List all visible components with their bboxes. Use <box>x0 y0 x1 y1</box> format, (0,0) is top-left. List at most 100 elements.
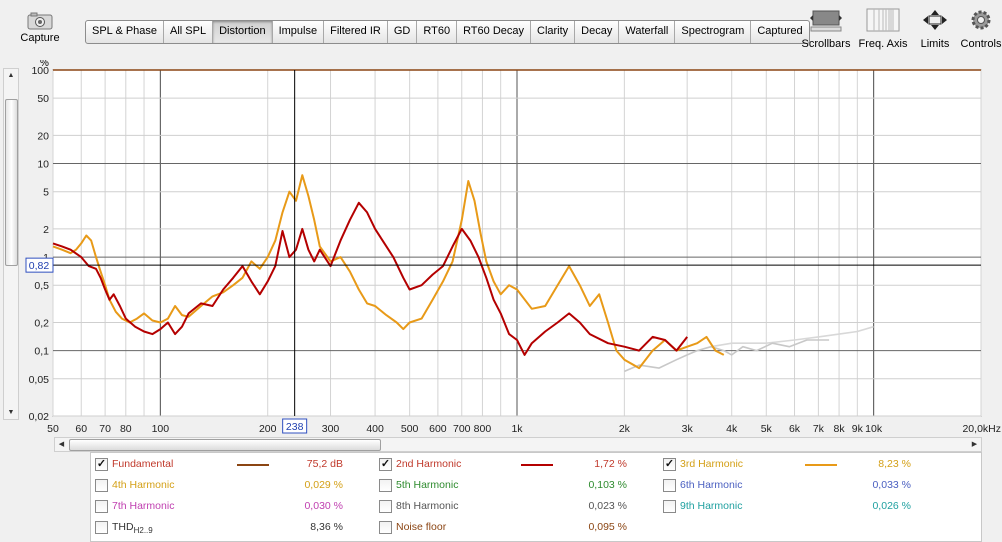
freq-axis-icon <box>857 8 909 32</box>
y-axis-unit: % <box>40 60 49 69</box>
legend-value: 1,72 % <box>594 458 627 470</box>
legend-label: 5th Harmonic <box>396 479 459 491</box>
legend-item-5th-harmonic: 5th Harmonic 0,103 % <box>375 476 627 497</box>
series-line-fundamental-hf-tail <box>710 325 874 348</box>
legend-item-thd: THDH2..9 8,36 % <box>91 518 343 539</box>
x-tick-label: 700 <box>453 423 471 435</box>
legend-checkbox[interactable] <box>379 479 392 492</box>
legend-item-2nd-harmonic: ✓ 2nd Harmonic 1,72 % <box>375 455 627 476</box>
legend-checkbox[interactable] <box>379 500 392 513</box>
x-tick-label: 20,0kHz <box>962 423 1001 435</box>
scroll-down-arrow-icon[interactable]: ▼ <box>7 409 15 416</box>
scrollbars-button[interactable]: Scrollbars <box>800 8 852 50</box>
legend-value: 0,033 % <box>872 479 911 491</box>
scroll-left-arrow-icon[interactable]: ◀ <box>58 441 65 448</box>
x-tick-label: 8k <box>834 423 846 435</box>
x-axis-labels: 50 60 70 80 100 200 300 400 500 600 700 800 1k 2k 3k 4k… <box>47 423 1001 435</box>
scroll-right-arrow-icon[interactable]: ▶ <box>971 441 978 448</box>
tab-clarity[interactable]: Clarity <box>531 21 576 43</box>
graph-curves <box>52 69 981 373</box>
distortion-graph[interactable]: 0,020,050,10,20,5125102050100 5060708010… <box>0 60 1002 437</box>
capture-button[interactable]: Capture <box>18 8 62 50</box>
legend-swatch <box>237 464 269 466</box>
legend-value: 75,2 dB <box>306 458 343 470</box>
legend-value: 0,095 % <box>588 521 627 533</box>
legend-label: Noise floor <box>396 521 447 533</box>
cursor-y-readout: 0,82 <box>29 260 50 272</box>
tab-decay[interactable]: Decay <box>575 21 620 43</box>
y-tick-label: 10 <box>37 159 49 171</box>
vertical-scroll-thumb[interactable] <box>5 99 18 266</box>
legend-item-4th-harmonic: 4th Harmonic 0,029 % <box>91 476 343 497</box>
freq-axis-button[interactable]: Freq. Axis <box>857 8 909 50</box>
legend-checkbox[interactable] <box>95 479 108 492</box>
x-tick-label: 500 <box>401 423 419 435</box>
legend-item-9th-harmonic: 9th Harmonic 0,026 % <box>659 497 911 518</box>
legend-label: 3rd Harmonic <box>680 458 744 470</box>
cursor-x-box <box>282 418 308 434</box>
legend-swatch <box>521 464 553 466</box>
x-tick-label: 1k <box>511 423 523 435</box>
tab-waterfall[interactable]: Waterfall <box>619 21 676 43</box>
legend-label: 9th Harmonic <box>680 500 743 512</box>
y-tick-label: 0,1 <box>34 346 49 358</box>
legend-item-fundamental: ✓ Fundamental 75,2 dB <box>91 455 343 476</box>
vertical-scrollbar[interactable]: ▲ ▼ <box>3 68 19 420</box>
series-line-noise-floor <box>624 339 830 373</box>
legend-checkbox[interactable] <box>379 521 392 534</box>
arrows-expand-icon <box>913 8 957 32</box>
tab-all-spl[interactable]: All SPL <box>164 21 214 43</box>
x-tick-label: 5k <box>761 423 773 435</box>
legend-checkbox[interactable] <box>95 500 108 513</box>
legend-label: Fundamental <box>112 458 174 470</box>
tab-captured[interactable]: Captured <box>757 25 803 37</box>
tab-distortion[interactable]: Distortion <box>213 21 273 43</box>
legend-value: 8,36 % <box>310 521 343 533</box>
legend-item-7th-harmonic: 7th Harmonic 0,030 % <box>91 497 343 518</box>
tab-spectrogram[interactable]: Spectrogram <box>675 21 752 43</box>
legend-checkbox[interactable]: ✓ <box>663 458 676 471</box>
legend-label: 6th Harmonic <box>680 479 743 491</box>
legend-checkbox[interactable] <box>663 479 676 492</box>
legend-checkbox[interactable] <box>95 521 108 534</box>
scroll-up-arrow-icon[interactable]: ▲ <box>7 72 15 79</box>
x-tick-label: 300 <box>322 423 340 435</box>
y-tick-label: 20 <box>37 130 49 142</box>
scrollbars-label: Scrollbars <box>801 38 851 50</box>
legend-value: 8,23 % <box>878 458 911 470</box>
tab-spl-phase[interactable]: SPL & Phase <box>86 21 165 43</box>
gear-icon <box>959 8 1002 32</box>
x-tick-label: 100 <box>152 423 170 435</box>
x-tick-label: 800 <box>474 423 492 435</box>
tab-rt60-decay[interactable]: RT60 Decay <box>457 21 531 43</box>
legend-checkbox[interactable]: ✓ <box>95 458 108 471</box>
legend-item-noise-floor: Noise floor 0,095 % <box>375 518 627 539</box>
camera-icon <box>27 12 53 30</box>
x-tick-label: 7k <box>813 423 825 435</box>
cursor-y-box <box>25 257 54 273</box>
tab-filtered-ir[interactable]: Filtered IR <box>324 21 388 43</box>
controls-label: Controls <box>960 38 1002 50</box>
cursor-x-readout: 238 <box>286 421 304 433</box>
x-tick-label: 200 <box>259 423 277 435</box>
controls-button[interactable]: Controls <box>959 8 1002 50</box>
y-tick-label: 0,5 <box>34 280 49 292</box>
tab-gd[interactable]: GD <box>388 21 418 43</box>
legend-item-8th-harmonic: 8th Harmonic 0,023 % <box>375 497 627 518</box>
legend-value: 0,030 % <box>304 500 343 512</box>
graph-tab-bar: SPL & Phase All SPL Distortion Impulse Filte… <box>85 20 810 44</box>
legend-label: 4th Harmonic <box>112 479 175 491</box>
legend-checkbox[interactable]: ✓ <box>379 458 392 471</box>
horizontal-scrollbar[interactable]: ◀ ▶ <box>54 437 982 452</box>
legend-label: 2nd Harmonic <box>396 458 462 470</box>
tab-impulse[interactable]: Impulse <box>273 21 325 43</box>
legend-checkbox[interactable] <box>663 500 676 513</box>
limits-button[interactable]: Limits <box>913 8 957 50</box>
y-tick-label: 0,2 <box>34 317 49 329</box>
x-tick-label: 600 <box>429 423 447 435</box>
legend-swatch <box>805 464 837 466</box>
x-tick-label: 70 <box>99 423 111 435</box>
y-tick-label: 5 <box>43 187 49 199</box>
horizontal-scroll-thumb[interactable] <box>69 439 381 451</box>
tab-rt60[interactable]: RT60 <box>417 21 458 43</box>
